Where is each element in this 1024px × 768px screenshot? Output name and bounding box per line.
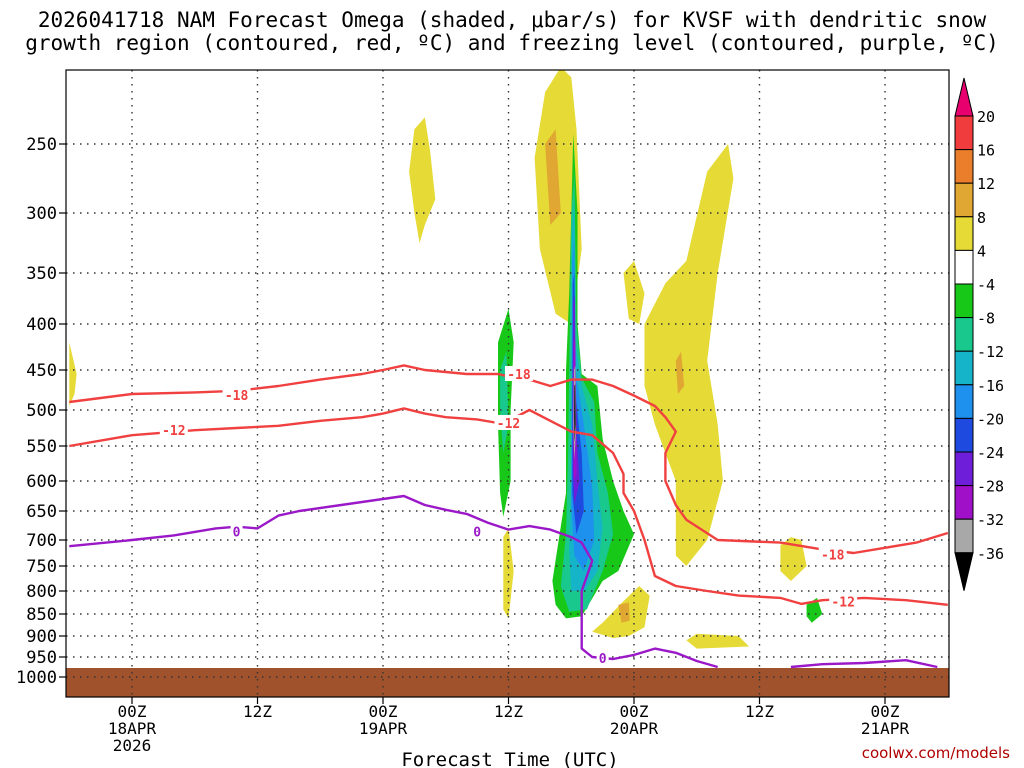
x-tick-label-72-1: 21APR [861,719,910,738]
contour-label-bg-dgz_top-2 [818,546,847,562]
colorbar-label-2: 12 [977,175,995,193]
colorbar-seg-5 [954,283,974,319]
x-tick-label-48-0: 00Z [620,702,649,721]
contour-label-dgz_top-2: -18 [821,549,845,564]
credit-text: coolwx.com/models [861,744,1010,762]
colorbar-label-5: -4 [977,276,995,294]
x-tick-label-0-2: 2026 [113,736,152,755]
omega-region-7 [686,633,749,649]
colorbar-label-8: -16 [977,377,1004,395]
colorbar-seg-2 [954,182,974,218]
colorbar-label-10: -24 [977,444,1004,462]
contour-freezing_level_2 [790,659,938,669]
y-tick-label-550: 550 [26,437,57,457]
y-tick-label-350: 350 [26,264,57,284]
omega-region-0 [409,117,436,243]
contour-label-dgz_bottom-2: -12 [831,596,854,611]
omega-region-5 [780,537,807,581]
contour-label-bg-dgz_bottom-1 [494,414,523,430]
y-tick-label-250: 250 [26,135,57,155]
contour-label-bg-dgz_top-0 [222,386,251,402]
omega-region-9 [545,129,561,225]
colorbar-seg-11 [954,485,974,520]
colorbar-seg-12 [954,518,974,554]
omega-region-1 [69,342,77,406]
colorbar-seg-4 [954,249,974,285]
colorbar-label-4: 4 [977,242,986,260]
x-tick-label-12-0: 12Z [243,702,272,721]
colorbar-label-12: -32 [977,511,1004,529]
chart-title-line-1: 2026041718 NAM Forecast Omega (shaded, μ… [37,8,987,32]
colorbar-seg-7 [954,350,974,386]
x-tick-label-72-0: 00Z [871,702,900,721]
colorbar-label-13: -36 [977,545,1004,563]
contour-dgz_top [69,364,949,555]
contour-label-dgz_bottom-0: -12 [162,424,185,439]
contour-label-freezing_level-0: 0 [233,525,241,540]
contour-label-dgz_top-0: -18 [225,389,249,404]
x-tick-label-24-0: 00Z [369,702,398,721]
colorbar-label-3: 8 [977,209,986,227]
y-tick-label-900: 900 [26,627,57,647]
colorbar-label-0: 20 [977,108,995,126]
y-tick-label-600: 600 [26,472,57,492]
y-tick-label-850: 850 [26,605,57,625]
x-tick-label-36-0: 12Z [494,702,523,721]
contour-label-bg-dgz_bottom-2 [829,593,858,609]
terrain-fill [66,668,949,697]
y-tick-label-450: 450 [26,361,57,381]
omega-region-14 [806,597,823,623]
colorbar-seg-10 [954,451,974,487]
colorbar-seg-6 [954,317,974,352]
colorbar-label-7: -12 [977,343,1004,361]
contour-label-bg-dgz_bottom-0 [159,422,188,438]
y-tick-label-500: 500 [26,401,57,421]
y-tick-label-950: 950 [26,648,57,668]
chart-title-line-2: growth region (contoured, red, ºC) and f… [25,31,999,55]
y-tick-label-800: 800 [26,582,57,602]
contour-freezing_level [69,494,719,669]
colorbar-label-6: -8 [977,310,995,328]
contour-label-dgz_top-1: -18 [507,368,531,383]
y-tick-label-750: 750 [26,557,57,577]
contour-dgz_bottom [69,407,948,606]
contour-label-dgz_bottom-1: -12 [497,417,520,432]
y-tick-label-1000: 1000 [16,668,57,688]
x-tick-label-0-1: 18APR [108,719,157,738]
colorbar: 20 16 12 8 4 -4 -8 -12 -16 -20 -24 -28 -32 -36 [954,77,1004,591]
colorbar-seg-9 [954,417,974,453]
contour-label-bg-freezing_level-2 [596,649,609,665]
contour-label-freezing_level-1: 0 [473,525,481,540]
y-tick-label-300: 300 [26,204,57,224]
colorbar-label-11: -28 [977,478,1004,496]
colorbar-label-1: 16 [977,142,995,160]
x-tick-label-0-0: 00Z [118,702,147,721]
omega-region-10 [675,351,685,394]
omega-region-23 [574,384,576,443]
y-tick-label-700: 700 [26,531,57,551]
x-tick-label-60-0: 12Z [745,702,774,721]
colorbar-seg-8 [954,384,974,419]
omega-region-11 [618,602,630,623]
colorbar-bottom-arrow [954,552,974,591]
contour-label-bg-freezing_level-1 [471,523,484,539]
y-tick-label-650: 650 [26,502,57,522]
omega-region-8 [503,528,514,619]
omega-region-3 [623,261,645,324]
x-axis-title: Forecast Time (UTC) [401,749,618,768]
contour-label-freezing_level-2: 0 [599,652,607,667]
plot-frame [65,69,950,698]
omega-region-4 [644,144,734,566]
colorbar-seg-1 [954,149,974,184]
colorbar-label-9: -20 [977,410,1004,428]
contour-label-bg-dgz_top-1 [504,366,533,381]
x-tick-label-48-1: 20APR [610,719,659,738]
y-tick-label-400: 400 [26,315,57,335]
colorbar-seg-0 [954,115,974,151]
colorbar-top-arrow [954,77,974,117]
x-tick-label-24-1: 19APR [359,719,408,738]
contour-label-bg-freezing_level-0 [230,523,243,539]
colorbar-seg-3 [954,216,974,251]
